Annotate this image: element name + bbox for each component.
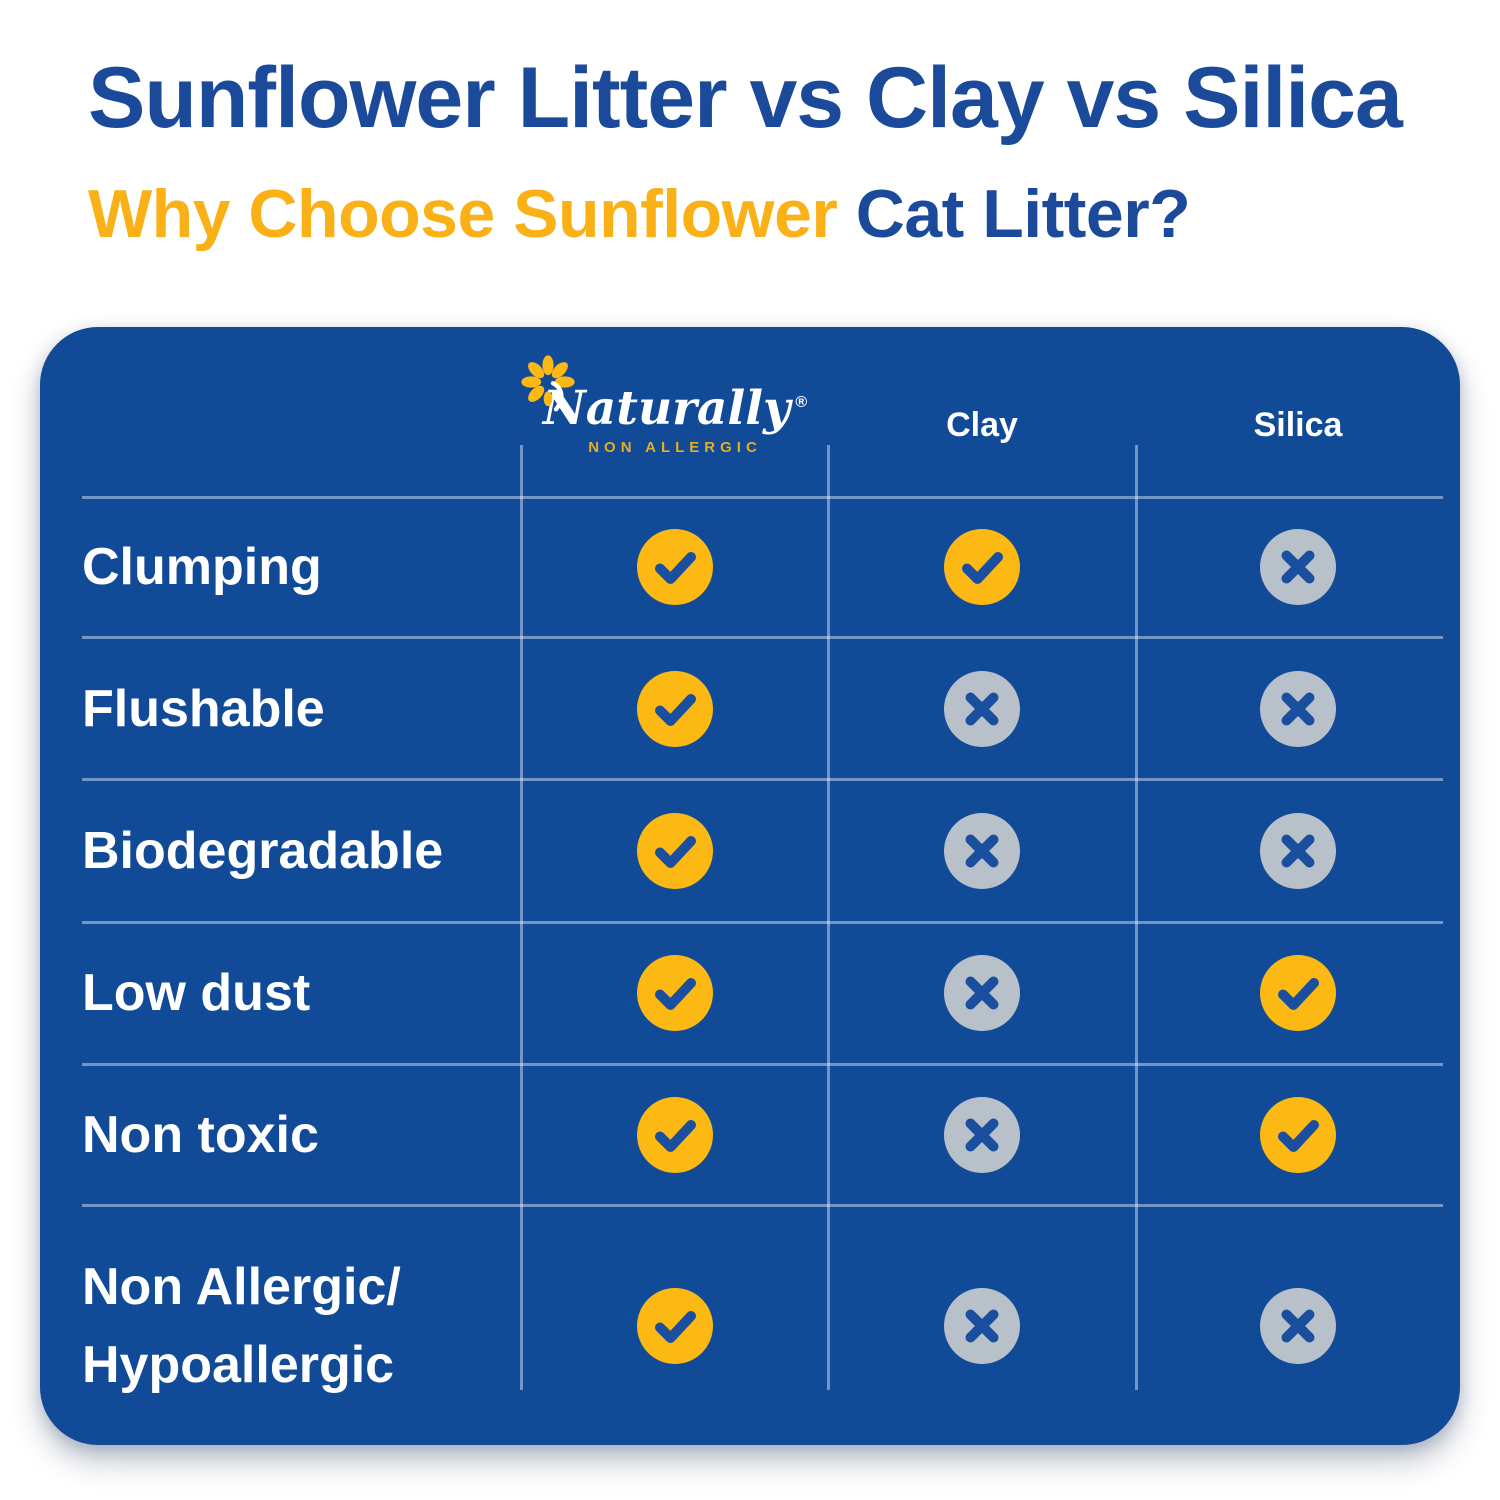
check-icon	[828, 497, 1136, 637]
grid-divider	[520, 445, 523, 1390]
cross-icon	[1136, 637, 1460, 780]
brand-column-header: Naturally ® NON ALLERGIC	[521, 327, 828, 497]
check-icon	[522, 637, 828, 780]
grid-divider	[82, 496, 1443, 499]
grid-divider	[1135, 445, 1138, 1390]
cross-icon	[828, 922, 1136, 1064]
grid-divider	[82, 778, 1443, 781]
grid-divider	[82, 1063, 1443, 1066]
check-icon	[522, 497, 828, 637]
column-header-silica: Silica	[1253, 405, 1343, 444]
subtitle-highlight: Why Choose Sunflower	[88, 175, 838, 252]
page-title: Sunflower Litter vs Clay vs Silica	[88, 50, 1403, 146]
cross-icon	[828, 1064, 1136, 1206]
cross-icon	[828, 780, 1136, 922]
feature-label: Clumping	[82, 538, 322, 596]
cross-icon	[828, 1206, 1136, 1445]
check-icon	[522, 780, 828, 922]
check-icon	[522, 1064, 828, 1206]
check-icon	[1136, 922, 1460, 1064]
page-header: Sunflower Litter vs Clay vs Silica Why C…	[88, 52, 1468, 250]
feature-label: Flushable	[82, 679, 325, 738]
cross-icon	[1136, 780, 1460, 922]
cross-icon	[1136, 497, 1460, 637]
comparison-card: Naturally ® NON ALLERGIC Clay Silica Clum…	[40, 327, 1460, 1445]
grid-divider	[82, 636, 1443, 639]
check-icon	[1136, 1064, 1460, 1206]
brand-logo: Naturally ® NON ALLERGIC	[521, 354, 808, 456]
grid-divider	[82, 921, 1443, 924]
subtitle-rest: Cat Litter?	[837, 175, 1191, 252]
corner-cell	[40, 327, 522, 497]
brand-name: Naturally ®	[542, 380, 808, 436]
feature-label: Non toxic	[82, 1106, 319, 1164]
grid-divider	[82, 1204, 1443, 1207]
feature-label: Low dust	[82, 964, 311, 1022]
comparison-table: Naturally ® NON ALLERGIC Clay Silica Clum…	[40, 327, 1460, 1445]
feature-label: Biodegradable	[82, 822, 444, 880]
feature-label: Non Allergic/ Hypoallergic	[82, 1257, 401, 1394]
column-header-clay: Clay	[946, 405, 1018, 444]
cross-icon	[1136, 1206, 1460, 1445]
check-icon	[522, 1206, 828, 1445]
page-subtitle: Why Choose Sunflower Cat Litter?	[88, 175, 1468, 252]
grid-divider	[827, 445, 830, 1390]
registered-mark: ®	[795, 393, 808, 411]
check-icon	[522, 922, 828, 1064]
brand-tagline: NON ALLERGIC	[588, 438, 762, 456]
sunflower-icon	[521, 354, 575, 411]
cross-icon	[828, 637, 1136, 780]
